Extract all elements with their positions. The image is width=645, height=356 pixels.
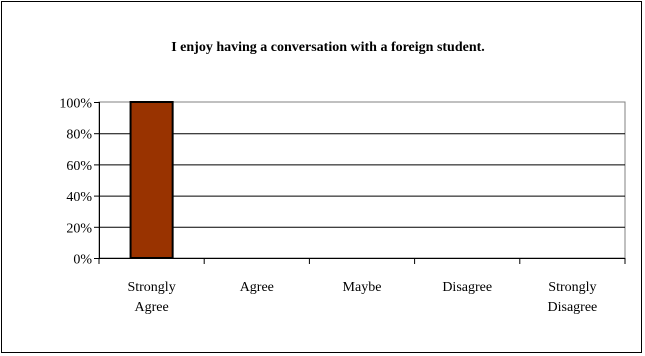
plot-background	[98, 101, 626, 259]
y-tick-label: 0%	[73, 253, 92, 268]
chart-title: I enjoy having a conversation with a for…	[171, 40, 485, 55]
y-tick-label: 60%	[66, 159, 92, 174]
x-tick-label: Maybe	[343, 280, 382, 295]
x-tick-label: Disagree	[548, 300, 598, 315]
x-tick-label: Strongly	[127, 280, 175, 295]
y-tick-label: 20%	[66, 221, 92, 236]
x-tick-label: Agree	[240, 280, 274, 295]
x-tick-label: Disagree	[442, 280, 492, 295]
x-tick-label: Agree	[134, 300, 168, 315]
x-tick-label: Strongly	[548, 280, 596, 295]
y-tick-label: 80%	[66, 128, 92, 143]
bar	[129, 101, 174, 259]
plot-area: 0% 20% 40% 60% 80% 100% Strongly Agree Agree Mayb…	[59, 97, 626, 315]
y-tick-label: 100%	[59, 97, 92, 112]
y-tick-label: 40%	[66, 190, 92, 205]
